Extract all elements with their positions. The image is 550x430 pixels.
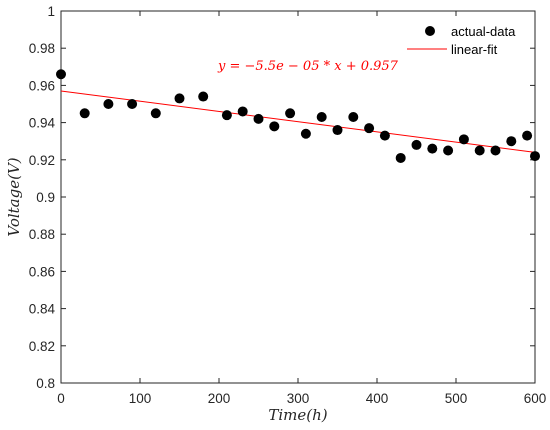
data-point: [458, 134, 469, 145]
data-point: [411, 139, 422, 150]
x-axis: 0 100 200 300 400 500 600: [57, 11, 546, 406]
data-point: [56, 69, 66, 80]
y-tick-label: 1: [47, 4, 55, 19]
data-point: [221, 110, 232, 121]
x-tick-label: 400: [366, 391, 389, 406]
data-point: [79, 108, 90, 119]
data-point: [127, 99, 138, 109]
data-point: [316, 112, 327, 123]
y-tick-label: 0.86: [29, 264, 55, 279]
y-tick-label: 0.84: [29, 302, 56, 317]
data-point: [490, 145, 501, 156]
data-point: [300, 128, 311, 139]
data-point: [150, 108, 161, 119]
y-tick-label: 0.88: [29, 227, 55, 242]
data-point: [474, 145, 485, 156]
data-points-layer: [56, 69, 540, 163]
data-point: [332, 125, 343, 136]
y-tick-label: 0.98: [29, 41, 55, 56]
data-point: [285, 108, 296, 119]
x-tick-label: 300: [287, 391, 310, 406]
x-tick-label: 200: [208, 391, 231, 406]
data-point: [395, 152, 406, 163]
y-tick-label: 0.92: [29, 153, 55, 168]
plot-area: [60, 10, 536, 384]
y-axis-label: Voltage(V): [5, 157, 23, 236]
y-tick-label: 0.8: [36, 376, 55, 391]
fit-line-layer: [60, 90, 536, 153]
data-point: [103, 99, 114, 109]
x-tick-label: 100: [129, 391, 152, 406]
y-tick-label: 0.96: [29, 78, 55, 93]
legend-label-linear-fit: linear-fit: [451, 42, 498, 57]
data-point: [348, 112, 359, 123]
data-point: [379, 130, 390, 141]
data-point: [237, 106, 248, 117]
x-tick-label: 600: [524, 391, 547, 406]
x-tick-label: 500: [445, 391, 468, 406]
y-axis: 0.8 0.82 0.84 0.86 0.88 0.9 0.92 0.94 0.96 0.98 1: [29, 4, 535, 391]
fit-equation-annotation: y = −5.5e − 05 * x + 0.957: [217, 59, 399, 74]
data-point: [269, 121, 280, 132]
legend-label-actual-data: actual-data: [451, 24, 516, 39]
data-point: [427, 143, 438, 154]
legend: actual-data linear-fit: [407, 24, 516, 57]
legend-marker-actual-data: [425, 26, 435, 36]
data-point: [253, 113, 264, 124]
data-point: [530, 151, 540, 162]
fit-line: [60, 90, 536, 153]
data-point: [522, 130, 533, 141]
y-tick-label: 0.82: [29, 339, 55, 354]
y-tick-label: 0.94: [29, 116, 56, 131]
data-point: [174, 93, 185, 104]
x-axis-label: Time(h): [268, 406, 327, 424]
data-point: [364, 123, 375, 134]
y-tick-label: 0.9: [36, 190, 55, 205]
data-point: [506, 136, 517, 147]
x-tick-label: 0: [57, 391, 65, 406]
data-point: [443, 145, 454, 156]
data-point: [198, 91, 209, 102]
